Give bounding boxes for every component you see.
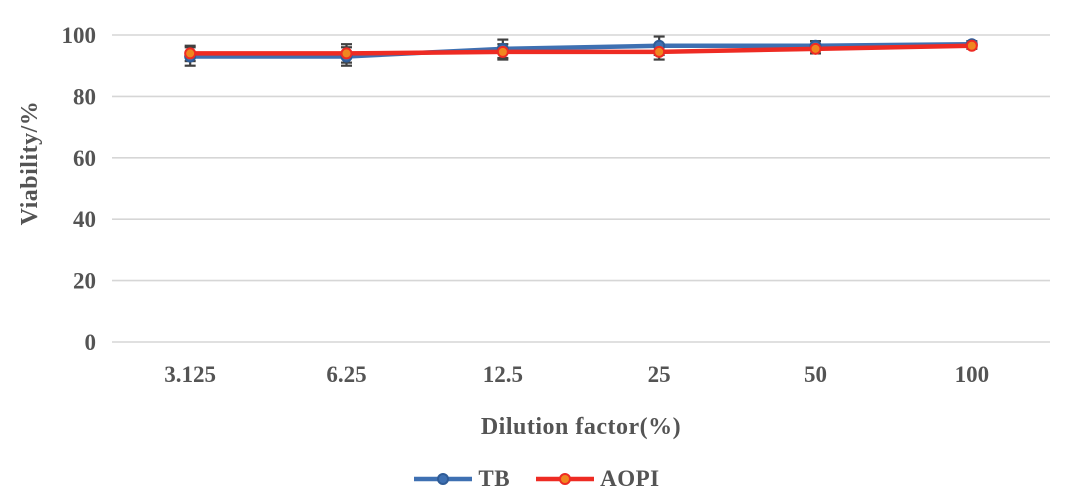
legend-marker-TB	[414, 473, 473, 485]
legend-marker-dot	[437, 473, 450, 485]
x-tick-label-3.125: 3.125	[164, 362, 216, 387]
y-tick-label-0: 0	[85, 330, 97, 355]
legend-item-TB: TB	[414, 466, 510, 492]
plot-area: 0 20 40 60 80 100 3.125 6.25 12.5 25 50 100	[62, 23, 1050, 387]
y-tick-label-100: 100	[62, 23, 97, 48]
x-axis-title: Dilution factor(%)	[480, 414, 682, 440]
legend-marker-AOPI	[536, 473, 595, 485]
data-point-AOPI-50	[809, 42, 822, 55]
data-point-AOPI-100	[965, 39, 978, 52]
data-point-AOPI-25	[653, 45, 666, 58]
series-line-AOPI	[187, 43, 975, 56]
x-tick-label-100: 100	[955, 362, 990, 387]
y-tick-label-60: 60	[73, 146, 96, 171]
y-tick-label-20: 20	[73, 269, 96, 294]
data-point-AOPI-12.5	[496, 45, 509, 58]
y-tick-label-80: 80	[73, 84, 96, 109]
x-tick-label-25: 25	[648, 362, 671, 387]
x-tick-label-50: 50	[804, 362, 827, 387]
legend-marker-dot	[559, 473, 572, 485]
y-axis-title: Viability/%	[17, 100, 43, 226]
legend-label-TB: TB	[478, 466, 511, 491]
data-point-AOPI-6.25	[340, 47, 353, 60]
data-point-AOPI-3.125	[184, 47, 197, 60]
series-line-TB	[187, 41, 975, 59]
legend: TB AOPI	[0, 466, 1074, 492]
y-tick-label-40: 40	[73, 207, 96, 232]
legend-label-AOPI: AOPI	[600, 466, 660, 491]
x-tick-label-6.25: 6.25	[326, 362, 366, 387]
x-tick-label-12.5: 12.5	[483, 362, 523, 387]
legend-item-AOPI: AOPI	[536, 466, 660, 492]
